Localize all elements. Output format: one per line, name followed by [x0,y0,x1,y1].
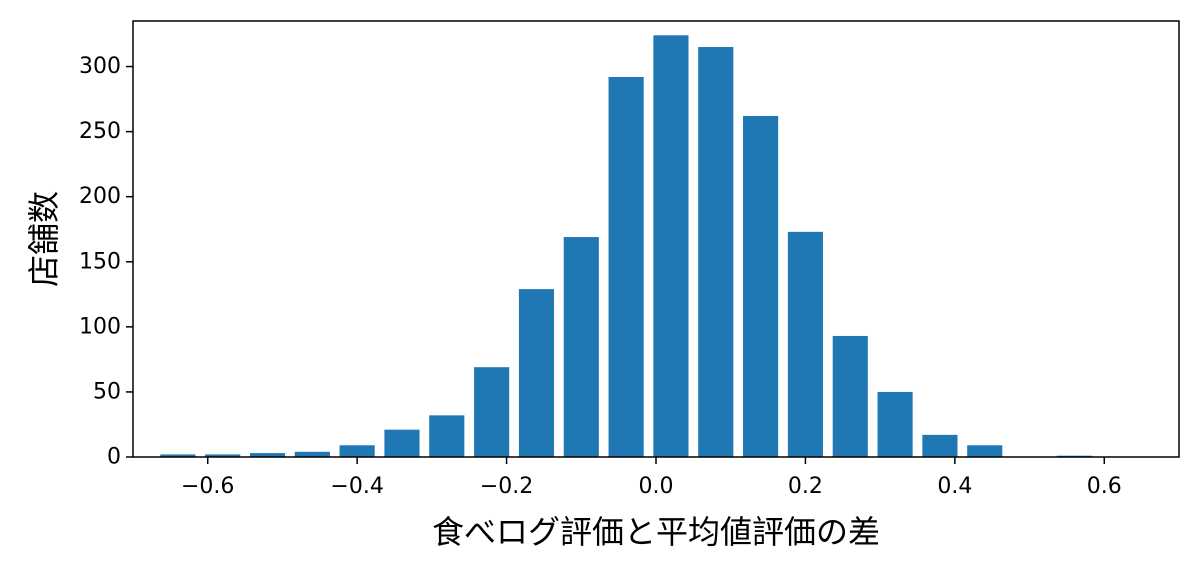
x-tick-label: 0.4 [937,474,972,499]
y-tick-label: 300 [79,54,121,79]
y-tick-label: 150 [79,249,121,274]
x-tick-label: 0.6 [1087,474,1122,499]
x-axis-ticks: −0.6 −0.4 −0.2 0.0 0.2 0.4 0.6 [181,457,1122,499]
x-axis-label: 食べログ評価と平均値評価の差 [432,513,880,551]
bar [743,116,779,457]
bar [518,289,555,457]
bar [877,391,913,457]
y-axis-label: 店舗数 [25,191,63,287]
y-tick-label: 50 [93,379,121,404]
y-tick-label: 100 [79,314,121,339]
y-tick-label: 250 [79,119,121,144]
bar [608,76,644,458]
bar [160,454,196,457]
axes-frame [132,20,1180,458]
y-axis-ticks: 0 50 100 150 200 250 300 [79,54,133,470]
bar [653,35,689,457]
x-tick-label: −0.2 [480,474,533,499]
bar [294,451,330,457]
y-tick-label: 200 [79,184,121,209]
y-tick-label: 0 [107,445,121,470]
x-tick-label: 0.2 [788,474,823,499]
bar [339,445,375,457]
bar [249,453,286,457]
bar [429,415,465,457]
bars-group [160,35,1092,458]
bar [787,231,823,457]
x-tick-label: 0.0 [639,474,674,499]
x-tick-label: −0.4 [330,474,383,499]
bar [563,237,599,457]
bar [698,47,734,457]
bar [474,367,510,457]
bar [967,445,1003,457]
bar [922,434,958,457]
x-tick-label: −0.6 [181,474,234,499]
bar [832,335,868,457]
bar [384,429,420,457]
bar [205,454,241,457]
